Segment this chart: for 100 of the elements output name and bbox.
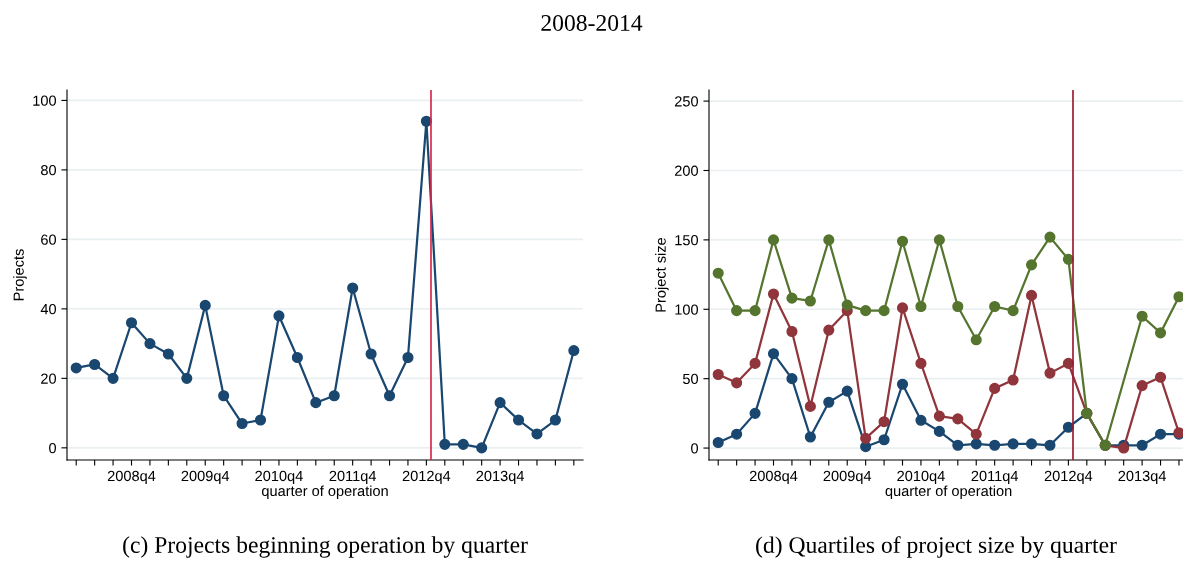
point xyxy=(1154,327,1167,339)
point xyxy=(878,305,890,317)
point xyxy=(712,267,724,279)
y-tick-label: 0 xyxy=(49,442,57,454)
point xyxy=(841,299,853,311)
point xyxy=(712,436,724,449)
x-tick-label: 2008q4 xyxy=(749,470,798,485)
point xyxy=(1173,291,1183,303)
point xyxy=(236,417,248,430)
point xyxy=(1044,439,1056,451)
point xyxy=(1007,374,1019,386)
point xyxy=(1136,439,1148,451)
x-tick-label: 2009q4 xyxy=(823,470,872,485)
point xyxy=(1025,289,1038,301)
point xyxy=(494,397,506,409)
point xyxy=(823,234,835,246)
point xyxy=(767,288,780,300)
point xyxy=(767,348,780,360)
point xyxy=(804,295,816,307)
text: (d) Quartiles of project size by quarter xyxy=(756,536,1117,558)
point xyxy=(531,428,543,440)
point xyxy=(878,416,890,428)
point xyxy=(731,428,743,440)
y-tick-label: 100 xyxy=(675,304,699,315)
x-tick-label: 2008q4 xyxy=(107,470,156,485)
point xyxy=(383,390,396,402)
point xyxy=(347,282,359,294)
x-tick-label: 2012q4 xyxy=(402,470,451,485)
point xyxy=(804,400,816,412)
point xyxy=(291,351,303,364)
y-tick-label: 50 xyxy=(682,373,699,385)
point xyxy=(952,300,964,313)
point xyxy=(439,438,451,450)
point xyxy=(786,292,798,304)
point xyxy=(896,302,909,314)
x-tick-label: 2013q4 xyxy=(1118,470,1167,485)
x-tick-label: 2009q4 xyxy=(181,470,230,485)
point xyxy=(162,348,174,360)
point xyxy=(70,362,82,374)
point xyxy=(731,377,743,389)
point xyxy=(254,414,267,426)
point xyxy=(731,305,743,317)
point xyxy=(712,368,724,381)
point xyxy=(970,334,982,346)
y-tick-label: 40 xyxy=(40,303,57,315)
point xyxy=(804,431,816,443)
point xyxy=(749,407,761,419)
point xyxy=(512,414,525,426)
point xyxy=(915,357,927,369)
point xyxy=(144,338,156,350)
point xyxy=(568,345,580,357)
y-tick-label: 150 xyxy=(675,234,699,246)
point xyxy=(860,305,872,317)
point xyxy=(823,396,835,408)
point xyxy=(786,373,798,385)
point xyxy=(970,438,982,450)
point xyxy=(218,390,230,402)
point xyxy=(476,442,488,454)
point xyxy=(841,385,853,397)
point xyxy=(1007,438,1019,450)
point xyxy=(1007,305,1019,317)
point xyxy=(989,382,1001,394)
point xyxy=(1136,310,1148,322)
point xyxy=(199,299,211,311)
y-tick-label: 200 xyxy=(674,165,699,176)
point xyxy=(328,390,340,402)
x-tick-label: 2013q4 xyxy=(476,470,525,485)
y-tick-label: 250 xyxy=(674,96,699,107)
x-tick-label: 2010q4 xyxy=(897,470,945,485)
point xyxy=(933,425,945,437)
point xyxy=(402,351,414,364)
y-axis-title: Projects xyxy=(13,249,27,301)
x-tick-label: 2011q4 xyxy=(329,470,377,485)
point xyxy=(933,234,945,246)
point xyxy=(860,432,872,444)
point xyxy=(989,300,1001,313)
y-axis-title: Project size xyxy=(655,237,669,312)
x-axis-title: quarter of operation xyxy=(262,485,388,499)
point xyxy=(767,234,780,246)
point xyxy=(1062,357,1074,369)
point xyxy=(749,305,761,317)
y-tick-label: 20 xyxy=(41,373,57,384)
point xyxy=(107,372,119,384)
point xyxy=(1154,371,1167,383)
point xyxy=(896,378,909,390)
y-tick-label: 80 xyxy=(41,165,57,176)
point xyxy=(786,325,798,338)
point xyxy=(1044,231,1056,243)
point xyxy=(933,410,945,422)
x-tick-label: 2012q4 xyxy=(1044,470,1093,485)
point xyxy=(915,414,927,426)
point xyxy=(915,300,927,313)
point xyxy=(749,357,761,369)
point xyxy=(823,324,835,336)
point xyxy=(878,434,890,446)
point xyxy=(125,317,138,329)
chart-title: 2008-2014 xyxy=(541,14,643,31)
y-tick-label: 60 xyxy=(41,234,57,245)
point xyxy=(549,414,561,426)
point xyxy=(457,438,469,450)
